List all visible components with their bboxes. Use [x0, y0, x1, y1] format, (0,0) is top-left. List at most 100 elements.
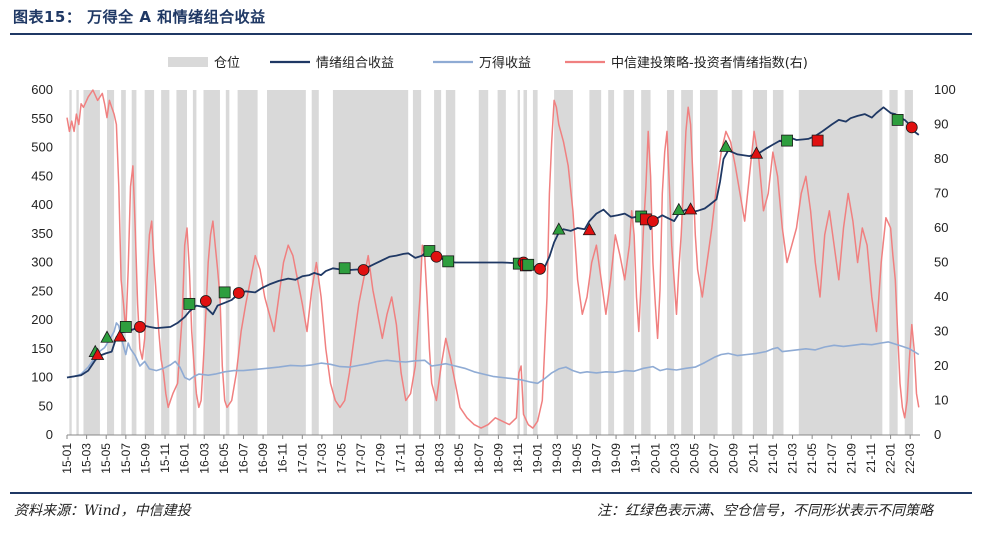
x-tick-label: 15-01	[60, 443, 74, 474]
signal-square	[811, 134, 824, 147]
position-band	[192, 90, 197, 435]
position-band	[772, 90, 784, 435]
signal-square	[891, 114, 904, 126]
signal-circle	[534, 262, 546, 275]
signal-triangle	[683, 202, 698, 215]
position-band	[641, 90, 651, 435]
x-tick-label: 16-11	[276, 443, 290, 473]
position-band	[667, 90, 675, 435]
x-tick-label: 18-11	[511, 443, 525, 473]
position-band	[161, 90, 170, 435]
x-tick-label: 21-09	[844, 443, 858, 474]
position-band	[225, 90, 230, 435]
position-band	[237, 90, 258, 435]
y-right-tick-label: 10	[934, 393, 948, 408]
legend-label: 中信建投策略-投资者情绪指数(右)	[611, 55, 808, 71]
x-tick-label: 16-05	[217, 443, 231, 474]
x-tick-label: 18-05	[452, 443, 466, 474]
x-tick-label: 21-07	[825, 443, 839, 474]
wind-line	[66, 322, 920, 385]
position-band	[681, 90, 693, 435]
position-band	[752, 90, 768, 435]
x-tick-label: 16-09	[256, 443, 270, 474]
signal-circle	[430, 250, 443, 263]
x-tick-label: 20-11	[746, 443, 760, 473]
signal-square	[781, 134, 793, 147]
x-tick-label: 19-09	[609, 443, 623, 474]
title-rule	[10, 33, 972, 35]
signal-triangle	[113, 329, 127, 342]
x-tick-label: 17-09	[374, 443, 388, 474]
x-tick-label: 21-01	[766, 443, 780, 474]
y-left-tick-label: 500	[31, 140, 53, 155]
x-tick-label: 19-07	[589, 443, 603, 474]
y-right-tick-label: 80	[934, 151, 948, 166]
y-left-tick-label: 0	[46, 427, 53, 442]
position-band	[731, 90, 743, 435]
signal-triangle	[672, 202, 686, 216]
position-band	[144, 90, 155, 435]
signal-triangle	[100, 330, 114, 343]
signal-triangle	[90, 347, 105, 360]
y-right-tick-label: 50	[934, 255, 948, 270]
x-tick-label: 21-11	[864, 443, 878, 473]
x-tick-label: 17-05	[335, 443, 349, 474]
note-text: 注：红绿色表示满、空仓信号，不同形状表示不同策略	[597, 503, 933, 519]
x-tick-label: 20-07	[707, 443, 721, 474]
signal-square	[423, 245, 436, 257]
position-band	[554, 90, 573, 435]
y-left-tick-label: 300	[31, 255, 53, 270]
x-tick-label: 20-01	[648, 443, 662, 474]
x-tick-label: 15-07	[119, 443, 133, 474]
y-left-tick-label: 50	[39, 398, 53, 413]
y-right-tick-label: 30	[934, 324, 948, 339]
position-band	[131, 90, 137, 435]
x-tick-label: 18-09	[491, 443, 505, 474]
y-right-tick-label: 0	[934, 427, 941, 442]
x-tick-label: 19-05	[570, 443, 584, 474]
x-tick-label: 18-07	[472, 443, 486, 474]
position-bands	[69, 90, 913, 435]
legend-swatch	[168, 57, 208, 67]
y-left-tick-label: 100	[31, 370, 53, 385]
legend: 仓位 情绪组合收益 万得收益 中信建投策略-投资者情绪指数(右)	[168, 55, 808, 71]
position-band	[532, 90, 538, 435]
position-band	[311, 90, 319, 435]
signal-markers	[88, 114, 918, 360]
position-band	[83, 90, 100, 435]
x-tick-label: 15-05	[99, 443, 113, 474]
y-left-tick-label: 150	[31, 341, 53, 356]
y-right-tick-label: 70	[934, 186, 948, 201]
position-band	[589, 90, 602, 435]
signal-square	[218, 286, 231, 299]
x-tick-label: 16-03	[197, 443, 211, 474]
x-tick-label: 18-01	[413, 443, 427, 474]
x-tick-label: 17-07	[354, 443, 368, 474]
source-text: 资料来源：Wind，中信建投	[14, 503, 191, 519]
signal-triangle	[719, 139, 733, 152]
x-tick-label: 19-11	[629, 443, 643, 473]
signal-square	[338, 262, 351, 275]
x-tick-label: 20-09	[727, 443, 741, 474]
x-tick-label: 19-03	[550, 443, 564, 474]
position-band	[76, 90, 79, 435]
footer-rule	[10, 492, 972, 494]
x-tick-label: 15-11	[158, 443, 172, 473]
y-right-tick-label: 20	[934, 358, 948, 373]
legend-label: 情绪组合收益	[316, 56, 394, 71]
x-tick-label: 20-03	[668, 443, 682, 474]
x-tick-label: 22-01	[884, 443, 898, 474]
signal-circle	[232, 287, 245, 299]
y-right-tick-label: 40	[934, 289, 948, 304]
position-band	[121, 90, 126, 435]
x-tick-label: 20-05	[687, 443, 701, 474]
signal-circle	[647, 215, 659, 228]
position-band	[623, 90, 635, 435]
y-left-tick-label: 450	[31, 168, 53, 183]
signal-square	[442, 255, 455, 268]
x-tick-label: 15-03	[80, 443, 94, 474]
y-left-tick-label: 250	[31, 283, 53, 298]
signal-triangle	[582, 222, 597, 236]
signal-triangle	[552, 222, 566, 235]
